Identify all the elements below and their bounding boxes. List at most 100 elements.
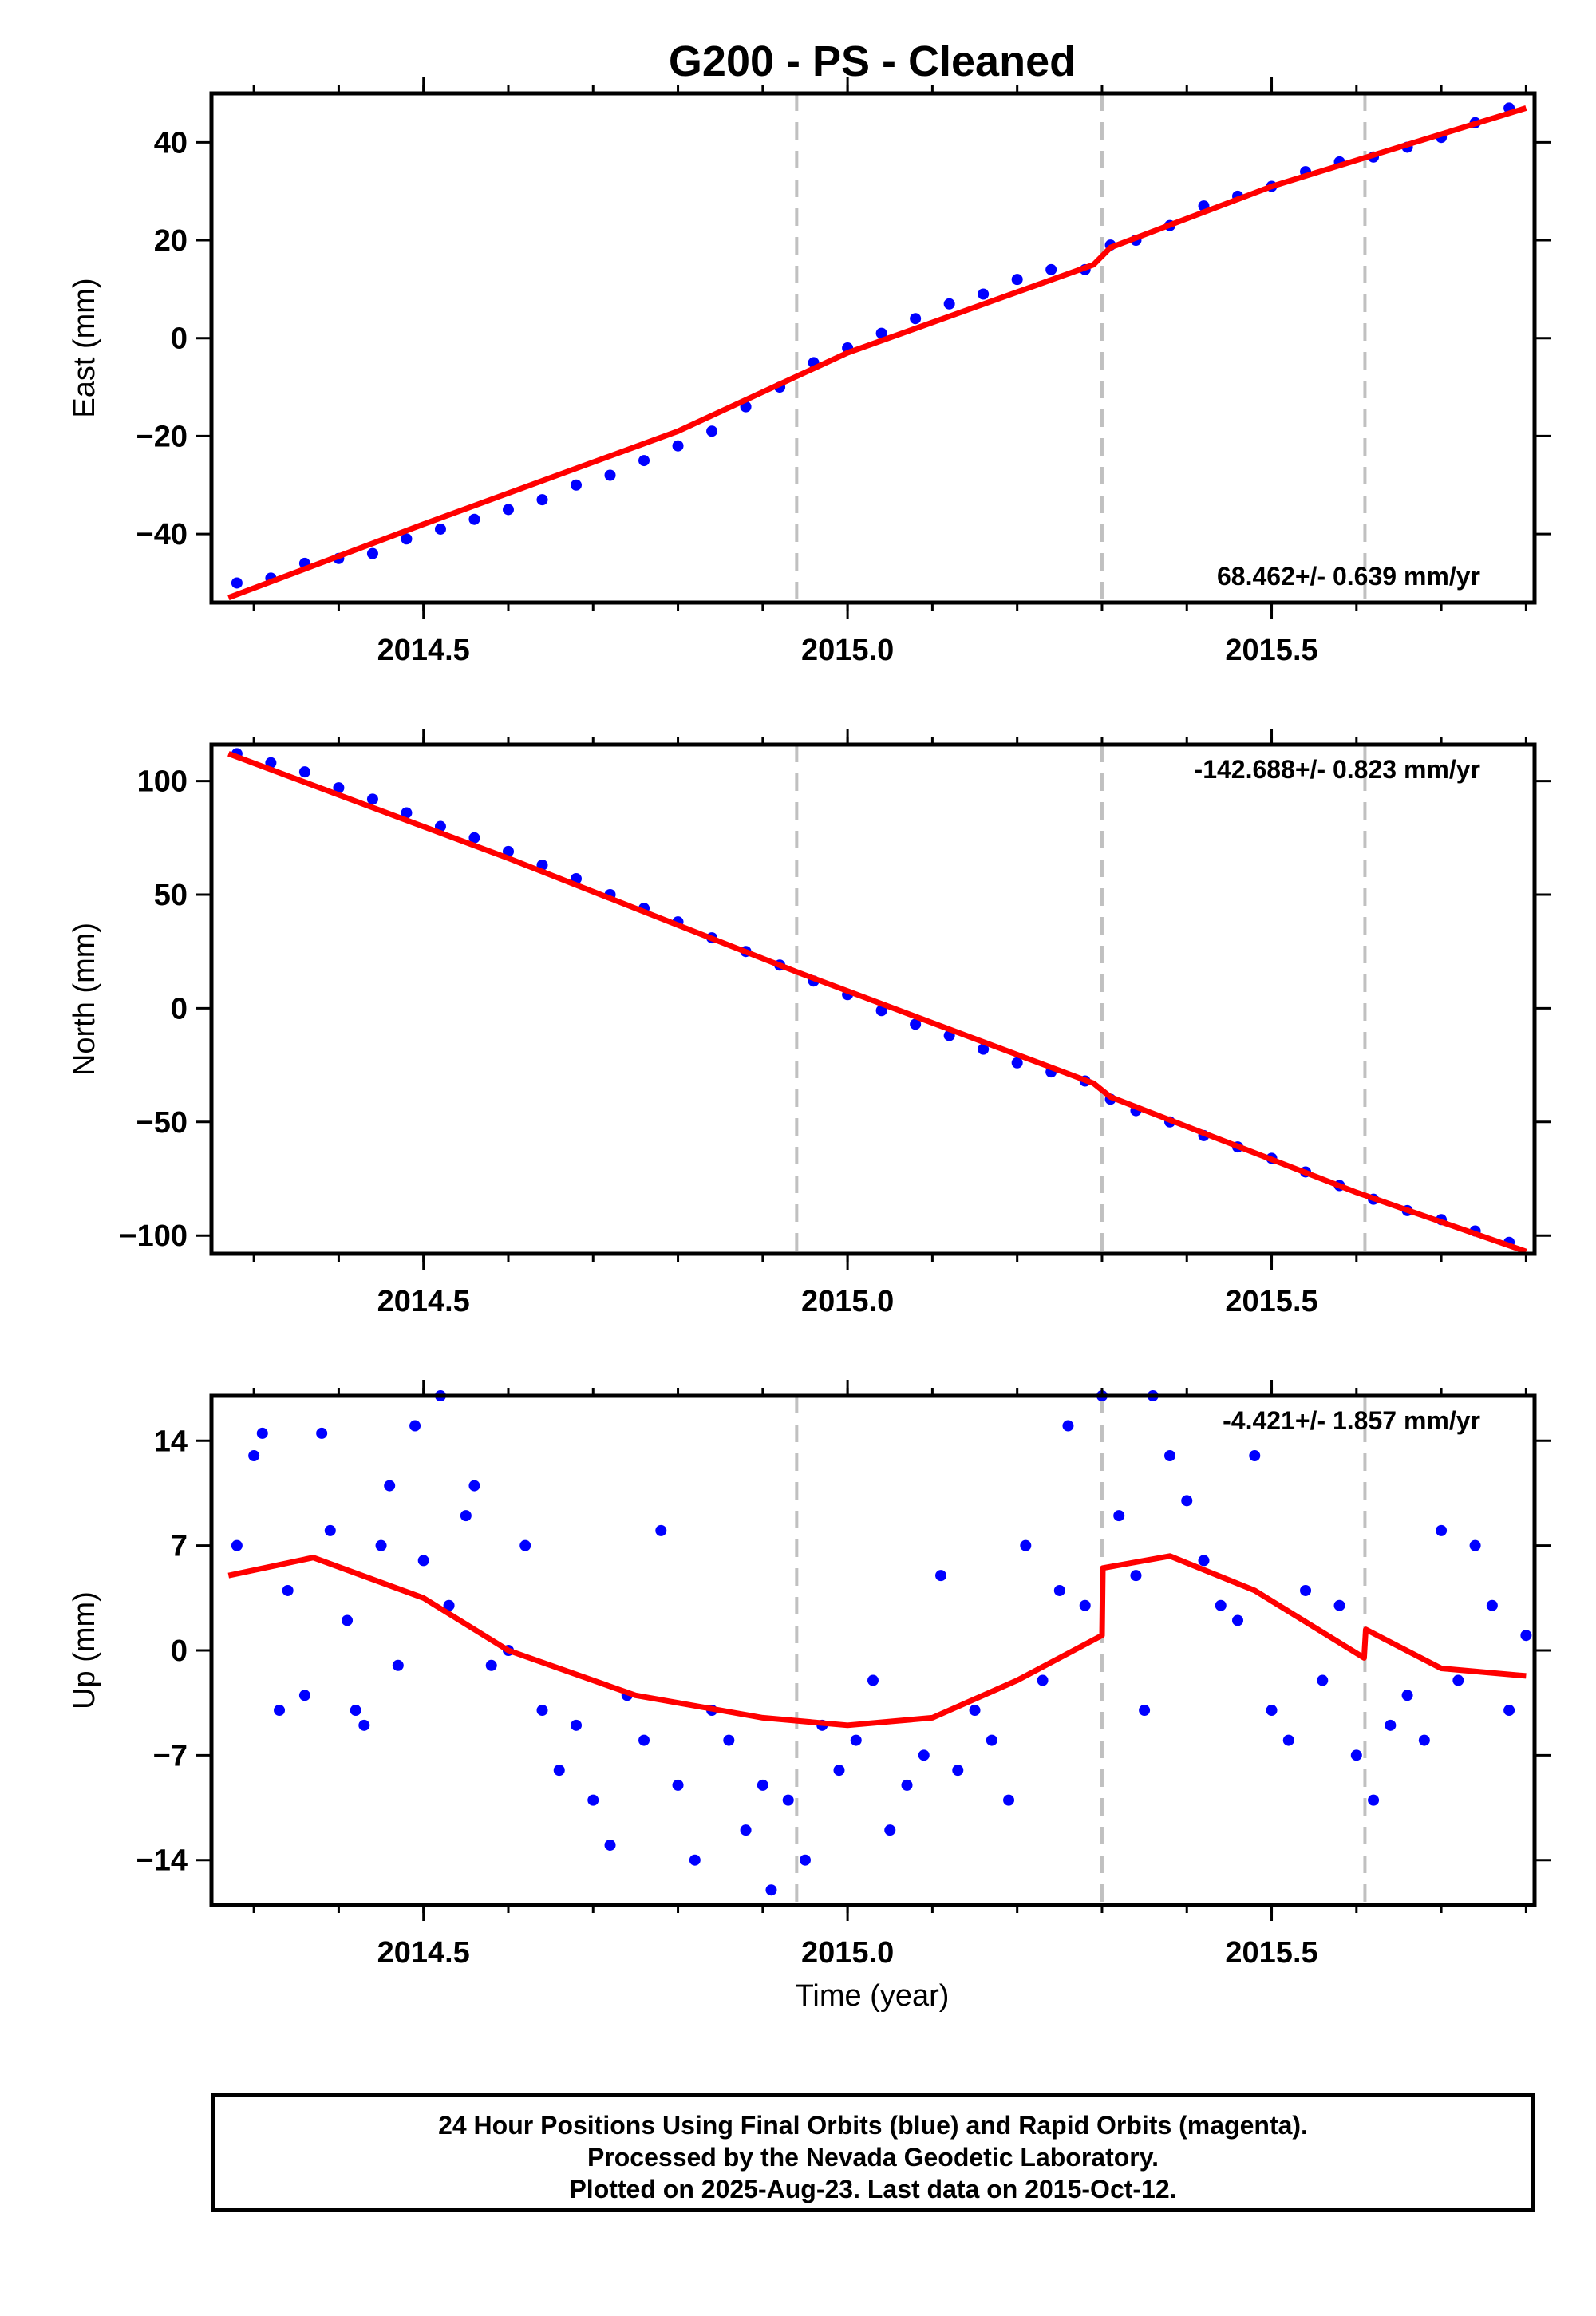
data-point <box>1282 1734 1294 1746</box>
data-point <box>1452 1674 1464 1686</box>
data-point <box>901 1779 913 1791</box>
data-point <box>298 766 310 778</box>
chart-title: G200 - PS - Cleaned <box>669 38 1076 85</box>
data-point <box>1401 1690 1413 1701</box>
data-point <box>935 1570 947 1582</box>
data-point <box>1062 1420 1074 1432</box>
x-tick-label: 2015.5 <box>1225 1285 1317 1318</box>
y-axis-label: North (mm) <box>68 923 101 1076</box>
data-point <box>1520 1630 1532 1642</box>
data-point <box>1350 1749 1362 1761</box>
data-point <box>316 1427 328 1439</box>
data-point <box>1053 1584 1065 1596</box>
data-point <box>1181 1495 1193 1507</box>
data-point <box>282 1584 294 1596</box>
data-point <box>757 1779 768 1791</box>
data-point <box>298 1690 310 1701</box>
y-tick-label: 40 <box>154 126 188 160</box>
data-point <box>706 425 718 437</box>
data-point <box>910 1018 922 1030</box>
data-point <box>1249 1450 1261 1462</box>
data-point <box>502 504 514 516</box>
x-tick-label: 2015.5 <box>1225 1936 1317 1970</box>
data-point <box>1011 274 1023 286</box>
data-point <box>1198 1555 1210 1567</box>
data-point <box>358 1719 370 1731</box>
data-point <box>918 1749 930 1761</box>
data-point <box>1139 1705 1151 1717</box>
y-tick-label: 0 <box>171 1634 188 1668</box>
data-point <box>231 1539 243 1551</box>
data-point <box>604 1839 616 1851</box>
y-tick-label: 7 <box>171 1530 188 1563</box>
x-tick-label: 2015.5 <box>1225 634 1317 667</box>
data-point <box>638 455 650 467</box>
y-tick-label: 0 <box>171 992 188 1026</box>
data-point <box>571 479 583 491</box>
y-axis-label: East (mm) <box>68 278 101 417</box>
caption-line-3: Plotted on 2025-Aug-23. Last data on 201… <box>569 2175 1177 2203</box>
data-point <box>231 577 243 589</box>
data-point <box>468 513 480 525</box>
y-tick-label: 0 <box>171 322 188 356</box>
panel-east: 2014.5 2015.0 2015.5 40 20 0 −20 −40 East (mm) 68… <box>68 77 1551 667</box>
caption-box: 24 Hour Positions Using Final Orbits (bl… <box>211 2093 1535 2212</box>
data-point <box>468 832 480 844</box>
data-point <box>350 1705 361 1717</box>
x-tick-label: 2014.5 <box>377 1936 470 1970</box>
data-point <box>723 1734 735 1746</box>
x-axis-label: Time (year) <box>796 1979 950 2013</box>
data-point <box>571 1719 583 1731</box>
data-point <box>587 1794 599 1806</box>
data-point <box>519 1539 531 1551</box>
data-point <box>1503 1705 1515 1717</box>
data-point <box>978 288 990 300</box>
data-point <box>943 298 955 310</box>
data-point <box>401 533 413 545</box>
data-point <box>1486 1599 1498 1611</box>
data-point <box>875 327 887 339</box>
data-point <box>1113 1510 1125 1522</box>
x-tick-label: 2015.0 <box>801 1285 894 1318</box>
data-point <box>1232 1614 1244 1626</box>
y-tick-label: 50 <box>154 879 188 912</box>
model-fit-line <box>227 1553 1527 1729</box>
data-point <box>248 1450 260 1462</box>
y-tick-label: −7 <box>153 1739 188 1773</box>
y-tick-label: 20 <box>154 224 188 258</box>
data-point <box>342 1614 354 1626</box>
caption-line-1: 24 Hour Positions Using Final Orbits (bl… <box>438 2111 1308 2140</box>
data-point <box>1300 1584 1312 1596</box>
data-point <box>655 1524 667 1536</box>
data-point <box>689 1854 701 1866</box>
data-point <box>850 1734 862 1746</box>
y-tick-label: −50 <box>136 1106 188 1140</box>
data-point <box>460 1510 472 1522</box>
data-point <box>782 1794 794 1806</box>
plot-frame <box>209 742 1537 1256</box>
x-tick-label: 2014.5 <box>377 634 470 667</box>
data-point <box>952 1765 964 1777</box>
data-point <box>1079 1599 1091 1611</box>
data-point <box>324 1524 336 1536</box>
x-tick-label: 2015.0 <box>801 1936 894 1970</box>
y-tick-label: 100 <box>137 765 188 799</box>
data-point <box>1368 1794 1380 1806</box>
data-point <box>1436 1524 1448 1536</box>
data-point <box>867 1674 879 1686</box>
data-point <box>1333 1599 1345 1611</box>
data-point <box>638 1734 650 1746</box>
data-point <box>1385 1719 1396 1731</box>
data-point <box>1037 1674 1049 1686</box>
data-point <box>536 494 548 506</box>
model-fit-line <box>227 751 1527 1255</box>
data-point <box>1011 1057 1023 1069</box>
data-point <box>366 793 378 805</box>
y-tick-label: −20 <box>136 420 188 453</box>
model-fit-line <box>227 105 1527 601</box>
data-point <box>604 469 616 481</box>
y-tick-label: 14 <box>154 1425 188 1458</box>
data-point <box>536 1705 548 1717</box>
data-point <box>434 523 446 535</box>
